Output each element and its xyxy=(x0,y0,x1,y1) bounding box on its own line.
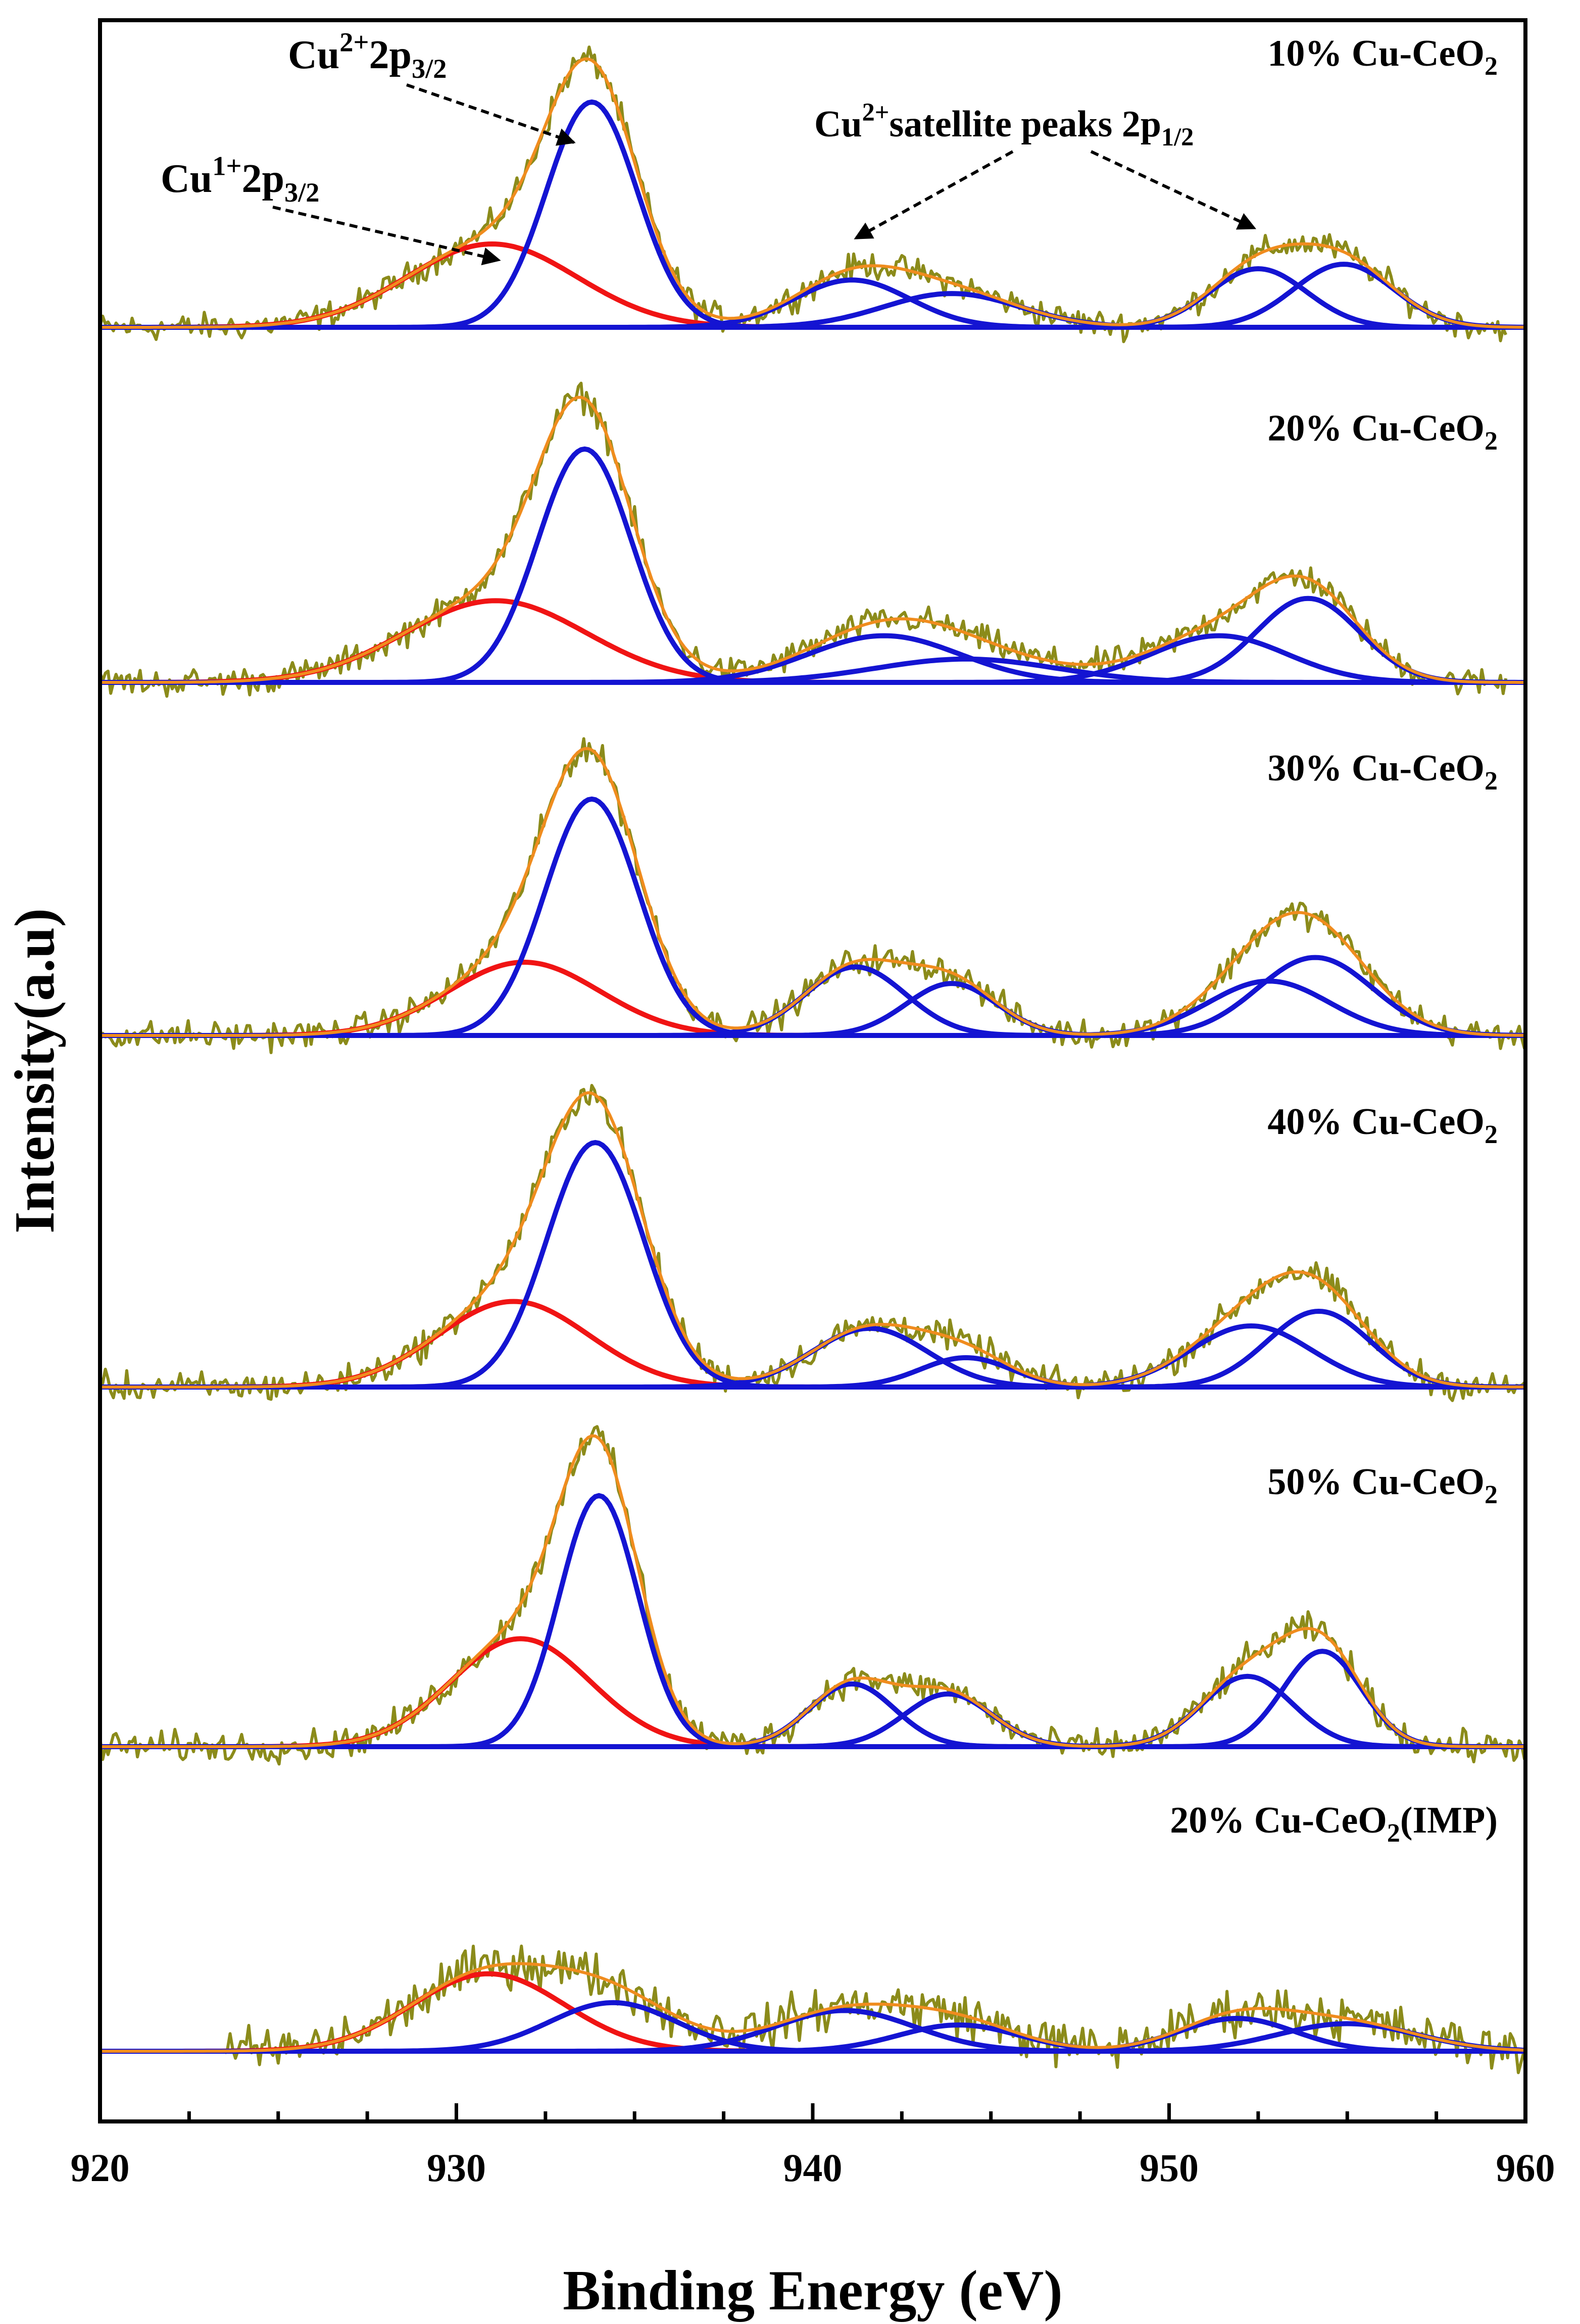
cu2-peak-6 xyxy=(100,955,1525,1038)
fit-envelope xyxy=(100,747,1526,1037)
cu2-satellite-arrow-right xyxy=(1090,150,1257,230)
cu2-peak-3 xyxy=(100,1681,1525,1749)
cu2-2p32-label: Cu2+2p3/2 xyxy=(288,27,447,84)
spectrum-6 xyxy=(100,1944,1526,2074)
fit-envelope xyxy=(100,1962,1526,2053)
fit-envelope xyxy=(100,395,1525,684)
fit-envelope xyxy=(100,57,1525,329)
x-axis-title: Binding Energy (eV) xyxy=(563,2259,1062,2322)
spectrum-label: 20% Cu-CeO2 xyxy=(1267,408,1498,456)
spectrum-5 xyxy=(98,1425,1526,1766)
x-tick-label: 960 xyxy=(1496,2146,1555,2190)
spectrum-label: 10% Cu-CeO2 xyxy=(1267,33,1498,81)
spectrum-4 xyxy=(98,1083,1526,1402)
raw-data-trace xyxy=(98,45,1507,343)
x-tick-label: 950 xyxy=(1140,2146,1199,2190)
cu2-peak-3 xyxy=(100,964,1525,1038)
cu2-peak-6 xyxy=(100,1649,1525,1749)
y-axis-title: Intensity(a.u) xyxy=(4,908,66,1233)
x-tick-label: 940 xyxy=(783,2146,843,2190)
x-tick-label: 920 xyxy=(71,2146,130,2190)
cu1-peak-1 xyxy=(100,959,1525,1038)
spectra-layer xyxy=(98,45,1526,2074)
cu1-2p32-label: Cu1+2p3/2 xyxy=(161,151,319,208)
fit-envelope xyxy=(100,1434,1525,1748)
cu2-satellite-label: Cu2+satellite peaks 2p1/2 xyxy=(814,98,1194,151)
raw-data-trace xyxy=(223,1944,1525,2074)
cu2-peak-6 xyxy=(100,262,1525,330)
cu2-peak-6 xyxy=(100,2021,1526,2054)
peak-annotations: Cu2+2p3/2 Cu1+2p3/2 Cu2+satellite peaks 2p… xyxy=(161,27,1257,266)
cu2-satellite-arrow-left xyxy=(854,150,1014,240)
spectrum-label: 50% Cu-CeO2 xyxy=(1267,1461,1498,1509)
cu1-2p32-arrow xyxy=(272,206,501,266)
cu2-peak-6 xyxy=(100,596,1525,685)
spectrum-label: 20% Cu-CeO2(IMP) xyxy=(1170,1800,1498,1848)
x-tick-label: 930 xyxy=(427,2146,486,2190)
spectrum-label: 30% Cu-CeO2 xyxy=(1267,748,1498,796)
fit-envelope xyxy=(100,1091,1525,1389)
spectrum-label: 40% Cu-CeO2 xyxy=(1267,1101,1498,1149)
spectrum-3 xyxy=(98,737,1526,1054)
cu2-peak-5 xyxy=(100,1323,1525,1390)
cu2-2p32-arrow xyxy=(406,83,576,146)
cu2-peak-6 xyxy=(100,1308,1526,1390)
spectrum-2 xyxy=(98,381,1525,698)
spectrum-1 xyxy=(98,45,1525,343)
x-axis-ticks: 920 930 940 950 960 xyxy=(71,2103,1555,2190)
spectrum-labels: 10% Cu-CeO2 20% Cu-CeO2 30% Cu-CeO2 40% Cu-… xyxy=(1170,33,1498,1848)
